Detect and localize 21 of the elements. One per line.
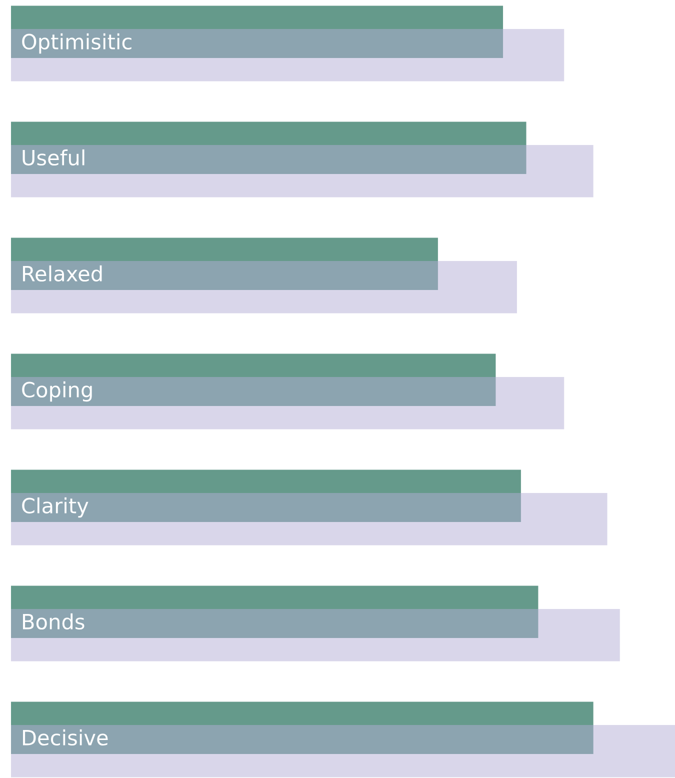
bar (11, 724, 675, 778)
bar (11, 608, 620, 662)
bar (11, 145, 594, 198)
y-tick-label: Coping (22, 381, 92, 402)
bar (11, 260, 517, 314)
bar (11, 122, 526, 174)
y-tick-label: Relaxed (23, 265, 102, 282)
y-tick-label: Useful (22, 149, 84, 166)
y-tick-label: Clarity (22, 497, 88, 518)
bar (11, 376, 564, 430)
bar (11, 470, 521, 522)
bar (11, 702, 594, 754)
bar (11, 29, 564, 82)
bar (11, 492, 608, 546)
bar (11, 354, 496, 406)
y-tick-label: Bonds (23, 613, 84, 630)
y-tick-label: Optimisitic (22, 33, 132, 54)
bar (11, 6, 504, 58)
bar (11, 586, 538, 638)
bar (11, 238, 438, 290)
y-tick-label: Decisive (23, 729, 108, 746)
